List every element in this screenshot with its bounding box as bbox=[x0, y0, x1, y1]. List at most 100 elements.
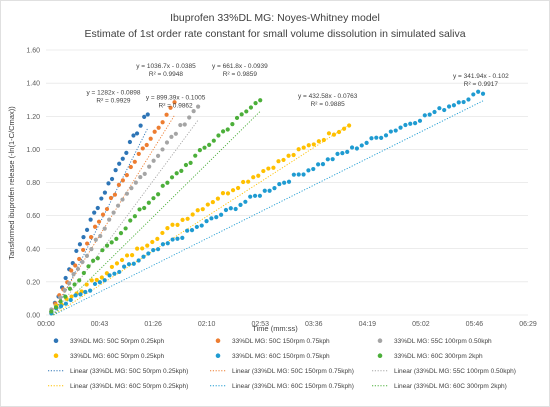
data-point bbox=[49, 309, 54, 314]
data-point bbox=[67, 286, 73, 291]
data-point bbox=[81, 270, 86, 276]
data-point bbox=[388, 129, 393, 134]
data-point bbox=[185, 216, 190, 221]
data-point bbox=[190, 212, 195, 217]
data-point bbox=[114, 236, 119, 241]
legend-marker bbox=[377, 353, 383, 359]
legend-entry: 33%DL MG: 60C 150rpm 0.75kph bbox=[215, 353, 330, 360]
data-point bbox=[277, 181, 282, 187]
data-point bbox=[480, 91, 486, 96]
data-point bbox=[142, 114, 147, 119]
data-point bbox=[296, 172, 301, 177]
data-point bbox=[131, 133, 136, 138]
data-point bbox=[326, 131, 332, 136]
data-point bbox=[95, 256, 100, 261]
data-point bbox=[104, 206, 110, 212]
data-point bbox=[199, 223, 204, 228]
data-point bbox=[341, 126, 347, 131]
data-point bbox=[106, 181, 111, 186]
data-point bbox=[336, 129, 342, 135]
data-point bbox=[321, 137, 326, 143]
data-point bbox=[432, 109, 437, 115]
data-point bbox=[261, 168, 266, 174]
data-point bbox=[128, 218, 133, 223]
series-1 bbox=[49, 100, 177, 315]
y-axis-ticks: 0.00 0.20 0.40 0.60 0.80 1.00 1.20 1.40 1.60 bbox=[26, 48, 40, 320]
trendline-3 bbox=[53, 124, 350, 316]
legend-marker bbox=[215, 353, 221, 359]
data-point bbox=[403, 122, 408, 128]
data-point bbox=[320, 162, 326, 167]
series-2 bbox=[49, 104, 201, 312]
legend-entry: Linear (33%DL MG: 60C 300rpm 2kph) bbox=[372, 383, 507, 390]
data-point bbox=[109, 240, 114, 245]
data-point bbox=[413, 121, 418, 126]
data-point bbox=[178, 122, 183, 128]
data-point bbox=[182, 122, 187, 127]
data-point bbox=[311, 142, 316, 147]
data-point bbox=[476, 89, 481, 94]
x-tick-label: 03:36 bbox=[305, 321, 323, 328]
data-point bbox=[359, 143, 364, 148]
data-point bbox=[88, 217, 93, 222]
data-point bbox=[252, 193, 258, 198]
data-point bbox=[145, 112, 150, 117]
data-point bbox=[223, 207, 229, 213]
data-point bbox=[175, 236, 180, 241]
data-point bbox=[83, 289, 88, 295]
legend-marker bbox=[53, 338, 59, 344]
data-point bbox=[209, 216, 214, 221]
data-point bbox=[230, 122, 235, 127]
data-point bbox=[286, 179, 292, 184]
data-point bbox=[102, 226, 107, 231]
data-point bbox=[446, 104, 452, 109]
data-point bbox=[74, 248, 79, 254]
data-point bbox=[128, 164, 133, 170]
data-point bbox=[427, 112, 432, 117]
data-point bbox=[165, 241, 170, 246]
data-point bbox=[94, 277, 99, 283]
legend-label: Linear (33%DL MG: 50C 150rpm 0.75kph) bbox=[232, 368, 354, 375]
data-point bbox=[99, 275, 104, 280]
data-point bbox=[92, 224, 98, 229]
legend-label: Linear (33%DL MG: 60C 50rpm 0.25kph) bbox=[70, 383, 188, 390]
data-point bbox=[202, 145, 207, 150]
data-point bbox=[96, 219, 102, 224]
data-point bbox=[207, 142, 212, 147]
data-point bbox=[160, 147, 165, 152]
data-point bbox=[152, 129, 157, 134]
data-point bbox=[144, 142, 149, 148]
data-point bbox=[84, 227, 90, 232]
data-point bbox=[131, 261, 136, 266]
y-tick-label: 0.40 bbox=[26, 246, 40, 253]
data-point bbox=[81, 247, 86, 253]
trend-equation: y = 341.94x - 0.102 bbox=[453, 73, 509, 80]
data-point bbox=[169, 175, 175, 180]
data-point bbox=[138, 174, 143, 180]
legend: 33%DL MG: 50C 50rpm 0.25kph 33%DL MG: 50C… bbox=[48, 338, 516, 390]
data-point bbox=[296, 147, 301, 152]
data-point bbox=[133, 180, 138, 185]
data-point bbox=[180, 235, 185, 240]
data-point bbox=[335, 151, 340, 156]
data-point bbox=[364, 140, 369, 145]
data-point bbox=[151, 196, 156, 201]
data-point bbox=[262, 188, 267, 193]
chart-subtitle: Estimate of 1st order rate constant for … bbox=[84, 28, 465, 40]
legend-label: Linear (33%DL MG: 60C 300rpm 2kph) bbox=[394, 383, 507, 390]
trendline-4 bbox=[53, 100, 484, 316]
data-point bbox=[146, 251, 151, 256]
data-point bbox=[204, 219, 209, 224]
data-point bbox=[369, 136, 374, 141]
data-point bbox=[215, 196, 221, 201]
data-point bbox=[246, 179, 251, 184]
data-point bbox=[291, 172, 296, 177]
data-point bbox=[109, 176, 115, 182]
data-points bbox=[49, 89, 486, 316]
legend-entry: 33%DL MG: 60C 300rpm 2kph bbox=[377, 353, 483, 360]
data-point bbox=[71, 272, 76, 277]
data-point bbox=[331, 132, 337, 137]
